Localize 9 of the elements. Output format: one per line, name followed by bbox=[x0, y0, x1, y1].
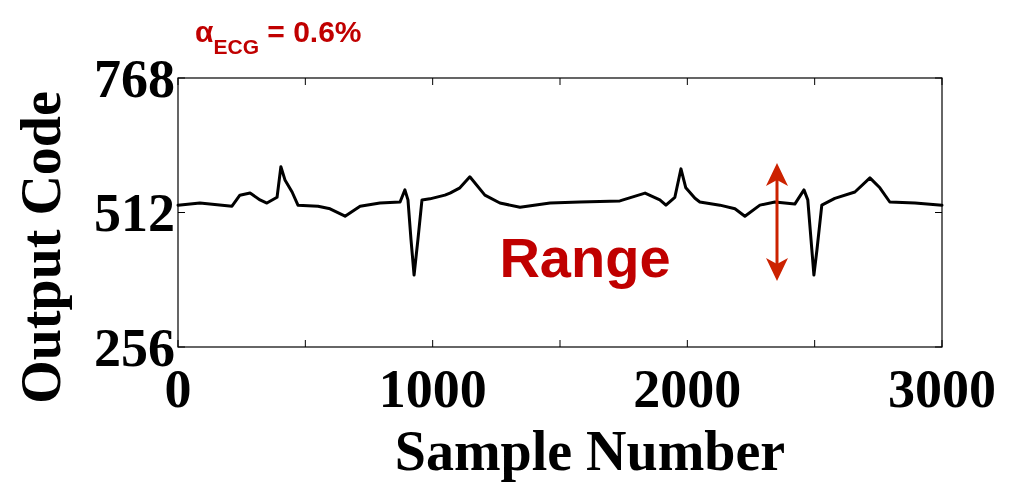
x-axis-title: Sample Number bbox=[394, 420, 786, 482]
y-axis-title: Output Code bbox=[10, 91, 72, 404]
y-tick-label: 768 bbox=[94, 48, 175, 109]
x-tick-label: 3000 bbox=[888, 359, 996, 419]
annotation: Range bbox=[499, 226, 671, 289]
y-tick-label: 512 bbox=[94, 183, 175, 244]
x-tick-label: 1000 bbox=[378, 359, 487, 419]
x-tick-label: 2000 bbox=[633, 359, 742, 419]
text: α$_{ECG}$ = 0.6% bbox=[195, 15, 362, 58]
